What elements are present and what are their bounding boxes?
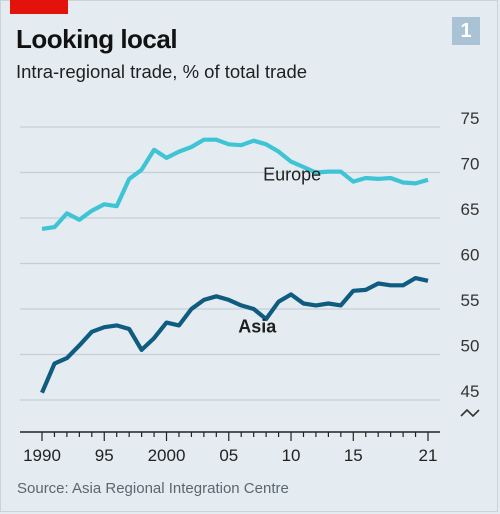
axis-break-icon: [460, 408, 480, 418]
series-labels: Europe Asia: [238, 164, 321, 336]
x-tick-label: 05: [219, 446, 238, 465]
chart-number-badge: 1: [452, 17, 480, 45]
x-tick-label: 95: [95, 446, 114, 465]
source-note: Source: Asia Regional Integration Centre: [17, 480, 289, 497]
y-tick-label: 45: [461, 382, 480, 401]
series-line-asia: [40, 276, 429, 394]
series-lines: [40, 137, 429, 394]
y-tick-label: 75: [461, 109, 480, 128]
y-tick-label: 65: [461, 200, 480, 219]
x-axis: 1990 95 2000 05 10 15 21: [20, 431, 440, 465]
series-line-europe: [41, 137, 429, 231]
y-tick-label: 55: [461, 291, 480, 310]
x-tick-label: 2000: [148, 446, 186, 465]
x-tick-label: 15: [344, 446, 363, 465]
series-label-asia: Asia: [238, 316, 277, 336]
x-tick-label: 1990: [23, 446, 61, 465]
y-tick-label: 50: [461, 337, 480, 356]
chart-title: Looking local: [16, 24, 178, 54]
series-label-europe: Europe: [263, 164, 321, 184]
y-tick-labels: 75 70 65 60 55 50 45: [461, 109, 480, 401]
brand-red-tag: [10, 0, 68, 14]
gridlines: [20, 126, 440, 401]
y-tick-label: 70: [461, 155, 480, 174]
y-tick-label: 60: [461, 246, 480, 265]
chart-subtitle: Intra-regional trade, % of total trade: [16, 61, 308, 82]
x-tick-label: 10: [282, 446, 301, 465]
axis-break-mark: [460, 408, 480, 418]
x-tick-label: 21: [419, 446, 438, 465]
